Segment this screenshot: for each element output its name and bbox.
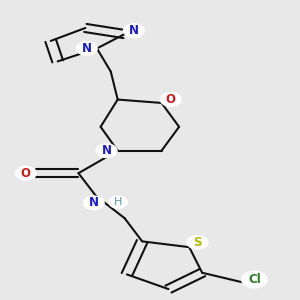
Text: Cl: Cl xyxy=(248,273,261,286)
Ellipse shape xyxy=(109,196,128,208)
Ellipse shape xyxy=(96,144,117,158)
Ellipse shape xyxy=(16,167,36,180)
Ellipse shape xyxy=(187,236,208,249)
Text: O: O xyxy=(21,167,31,180)
Text: N: N xyxy=(102,144,112,157)
Text: N: N xyxy=(82,42,92,55)
Text: N: N xyxy=(89,196,99,209)
Text: S: S xyxy=(193,236,202,249)
Text: O: O xyxy=(166,93,176,106)
Ellipse shape xyxy=(76,42,97,55)
Ellipse shape xyxy=(83,196,104,210)
Text: N: N xyxy=(129,24,139,37)
Ellipse shape xyxy=(160,93,181,106)
Ellipse shape xyxy=(242,271,267,288)
Ellipse shape xyxy=(124,24,144,38)
Text: H: H xyxy=(114,197,122,207)
